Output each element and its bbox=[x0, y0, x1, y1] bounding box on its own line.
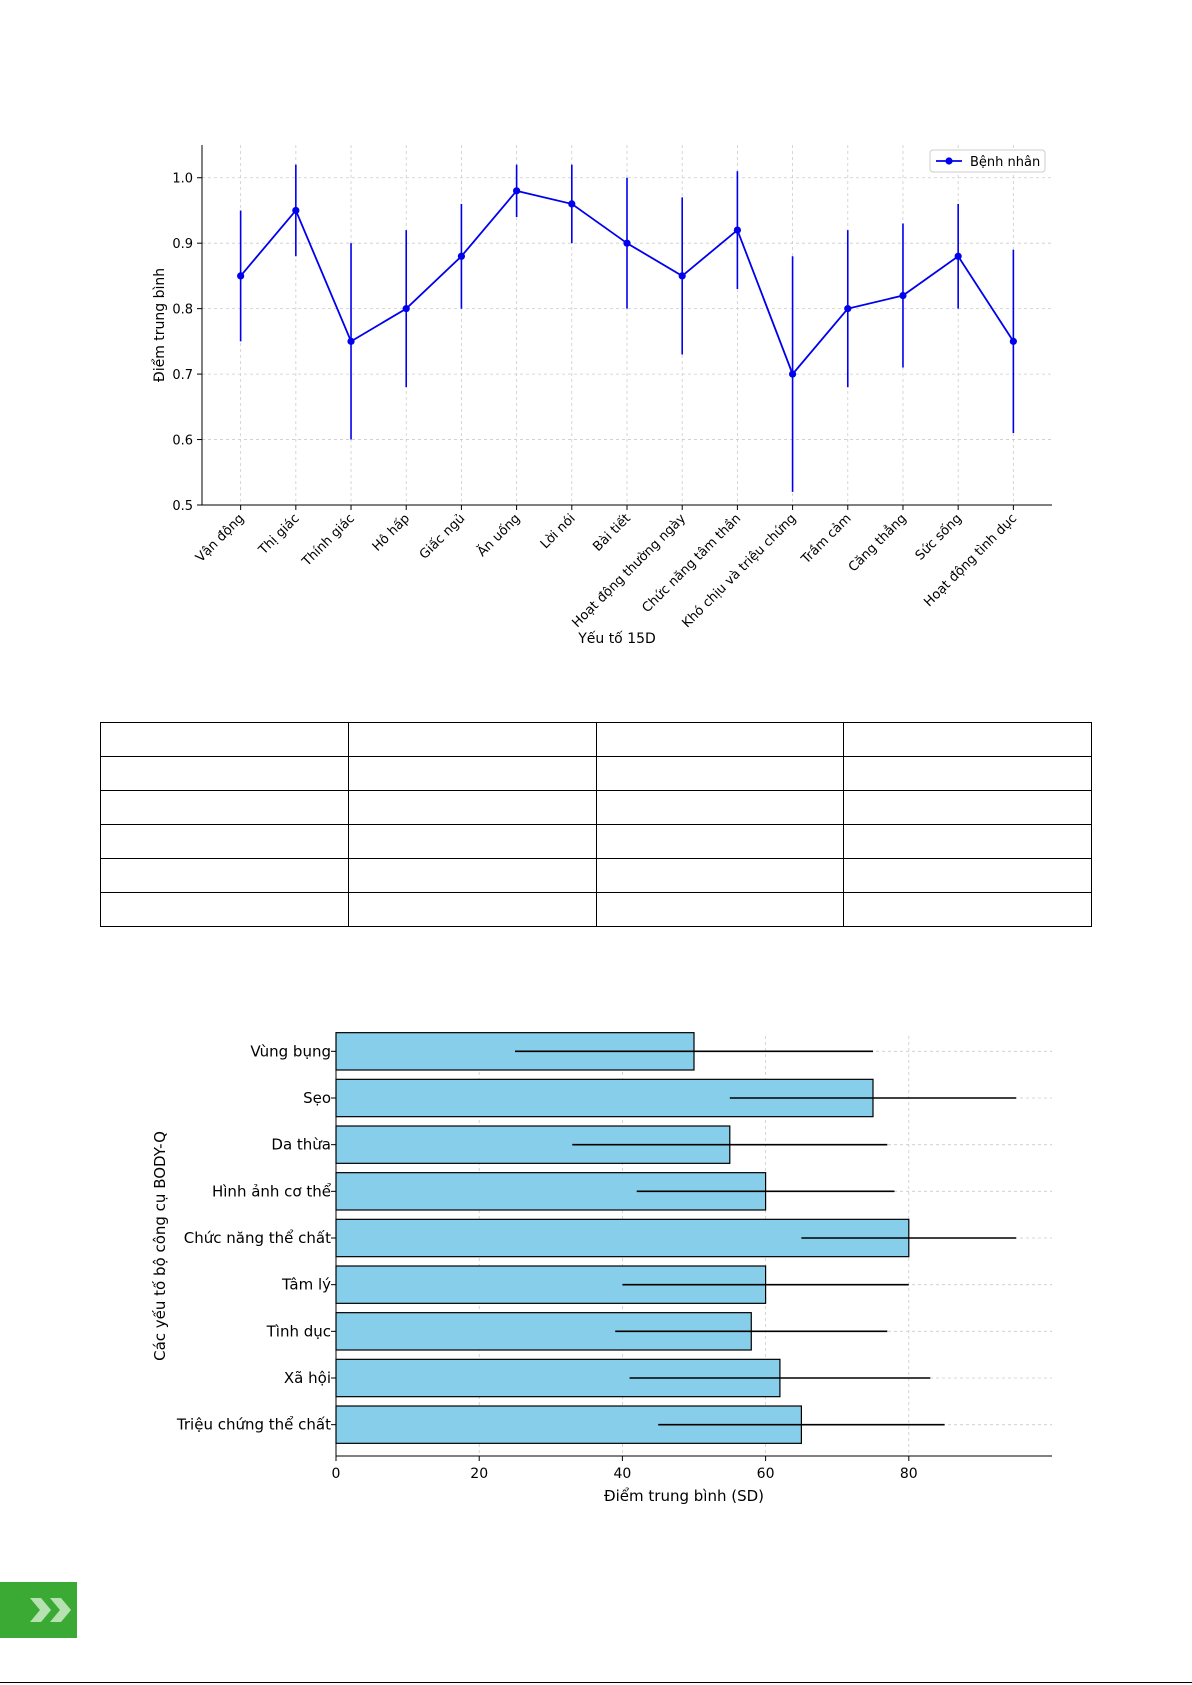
x-tick-label: Vận động bbox=[193, 511, 247, 565]
data-point bbox=[844, 305, 852, 313]
x-tick-label: 60 bbox=[757, 1466, 775, 1482]
table-cell bbox=[347, 858, 597, 893]
data-point bbox=[292, 206, 300, 215]
x-tick-label: Hô hấp bbox=[370, 511, 413, 554]
data-point bbox=[347, 337, 355, 345]
table-cell bbox=[595, 892, 845, 927]
legend-marker bbox=[945, 157, 953, 165]
x-tick-label: 80 bbox=[900, 1466, 918, 1482]
table-cell bbox=[595, 722, 845, 757]
table-cell bbox=[347, 824, 597, 859]
x-tick-label: Giấc ngủ bbox=[417, 511, 468, 562]
table-cell bbox=[347, 756, 597, 791]
table-cell bbox=[100, 858, 349, 893]
x-tick-label: 0 bbox=[332, 1466, 341, 1482]
y-axis-title: Các yếu tố bộ công cụ BODY-Q bbox=[151, 1131, 169, 1361]
y-tick-label: 0.9 bbox=[172, 237, 193, 252]
table-row bbox=[100, 858, 1092, 893]
table-row bbox=[100, 790, 1092, 825]
data-point bbox=[954, 252, 962, 260]
table-cell bbox=[595, 790, 845, 825]
empty-table bbox=[100, 722, 1092, 927]
y-tick-label: 0.5 bbox=[172, 499, 193, 514]
table-cell bbox=[843, 722, 1092, 757]
y-tick-label: 0.7 bbox=[172, 368, 193, 383]
data-point bbox=[1009, 337, 1017, 345]
table-row bbox=[100, 824, 1092, 859]
table-cell bbox=[100, 722, 349, 757]
x-tick-label: Hoạt động thường ngày bbox=[569, 511, 689, 631]
line-chart-15d: 0.5 0.6 0.7 0.8 0.9 1.0 Vận động Thị giácThính … bbox=[151, 145, 1052, 647]
data-point bbox=[899, 291, 907, 300]
data-point bbox=[402, 305, 410, 313]
table-row bbox=[100, 892, 1092, 927]
x-tick-label: Hoạt động tình dục bbox=[921, 511, 1020, 610]
x-axis-title: Điểm trung bình (SD) bbox=[604, 1487, 764, 1505]
y-tick-label: Chức năng thể chất bbox=[184, 1229, 331, 1247]
table-cell bbox=[843, 858, 1092, 893]
table-cell bbox=[595, 824, 845, 859]
x-tick-label: Lời nói bbox=[538, 511, 579, 552]
table-cell bbox=[100, 756, 349, 791]
table-cell bbox=[843, 790, 1092, 825]
x-tick-label: Thị giác bbox=[255, 511, 302, 558]
table-cell bbox=[347, 722, 597, 757]
x-tick-label: Trầm cảm bbox=[798, 511, 855, 568]
y-tick-label: Xã hội bbox=[284, 1369, 331, 1387]
data-point bbox=[568, 200, 576, 208]
y-axis-title: Điểm trung bình bbox=[151, 268, 168, 382]
y-tick-label: Tâm lý bbox=[281, 1276, 331, 1294]
y-tick-label: Tình dục bbox=[266, 1322, 331, 1340]
y-tick-label: 0.8 bbox=[172, 303, 193, 318]
bar-chart-body-q: 0 20 40 60 80 Vùng bụng Sẹo Da thừa Hình ảnh cơ … bbox=[151, 1032, 1052, 1505]
x-tick-label: 40 bbox=[613, 1466, 631, 1482]
data-point bbox=[237, 272, 245, 280]
table-cell bbox=[595, 756, 845, 791]
table-cell bbox=[595, 858, 845, 893]
y-tick-label: Sẹo bbox=[303, 1089, 331, 1107]
x-tick-label: Sức sống bbox=[913, 511, 965, 563]
y-tick-label: 0.6 bbox=[172, 434, 193, 449]
table-cell bbox=[100, 892, 349, 927]
legend-label: Bệnh nhân bbox=[970, 155, 1040, 170]
data-point bbox=[623, 239, 631, 247]
table-row bbox=[100, 756, 1092, 791]
y-tick-label: Hình ảnh cơ thể bbox=[212, 1182, 332, 1200]
table-cell bbox=[100, 790, 349, 825]
table-cell bbox=[843, 756, 1092, 791]
table-cell bbox=[347, 790, 597, 825]
y-tick-label: Da thừa bbox=[271, 1136, 331, 1154]
double-chevron-right-icon bbox=[30, 1598, 71, 1622]
y-tick-label: Triệu chứng thể chất bbox=[176, 1416, 331, 1434]
data-point bbox=[788, 370, 797, 378]
x-tick-label: Chức năng tâm thần bbox=[640, 511, 745, 616]
x-tick-label: Ăn uống bbox=[474, 511, 523, 560]
table-cell bbox=[843, 892, 1092, 927]
legend-box bbox=[929, 149, 1046, 173]
x-tick-label: Bài tiết bbox=[590, 511, 633, 554]
y-tick-label: Vùng bụng bbox=[250, 1042, 331, 1060]
y-tick-label: 1.0 bbox=[172, 172, 193, 187]
table-cell bbox=[843, 824, 1092, 859]
x-tick-label: Thính giác bbox=[299, 511, 358, 570]
x-tick-label: Căng thẳng bbox=[845, 511, 910, 576]
footer-rule bbox=[0, 1682, 1192, 1683]
table-row bbox=[100, 722, 1092, 757]
data-point bbox=[513, 187, 521, 195]
x-axis-title: Yếu tố 15D bbox=[577, 630, 656, 647]
badge-block bbox=[0, 1582, 77, 1638]
data-point bbox=[733, 226, 741, 234]
table-cell bbox=[347, 892, 597, 927]
x-tick-label: 20 bbox=[470, 1466, 488, 1482]
table-cell bbox=[100, 824, 349, 859]
data-point bbox=[678, 272, 686, 280]
x-tick-label: Khó chịu và triệu chứng bbox=[680, 511, 800, 631]
data-point bbox=[457, 252, 466, 260]
